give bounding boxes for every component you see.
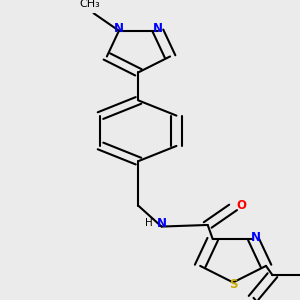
Text: N: N	[157, 217, 166, 230]
Text: S: S	[229, 278, 237, 290]
Text: CH₃: CH₃	[80, 0, 100, 9]
Text: N: N	[153, 22, 163, 35]
Text: N: N	[114, 22, 124, 35]
Text: O: O	[236, 199, 246, 212]
Text: N: N	[251, 231, 261, 244]
Text: H: H	[145, 218, 152, 228]
